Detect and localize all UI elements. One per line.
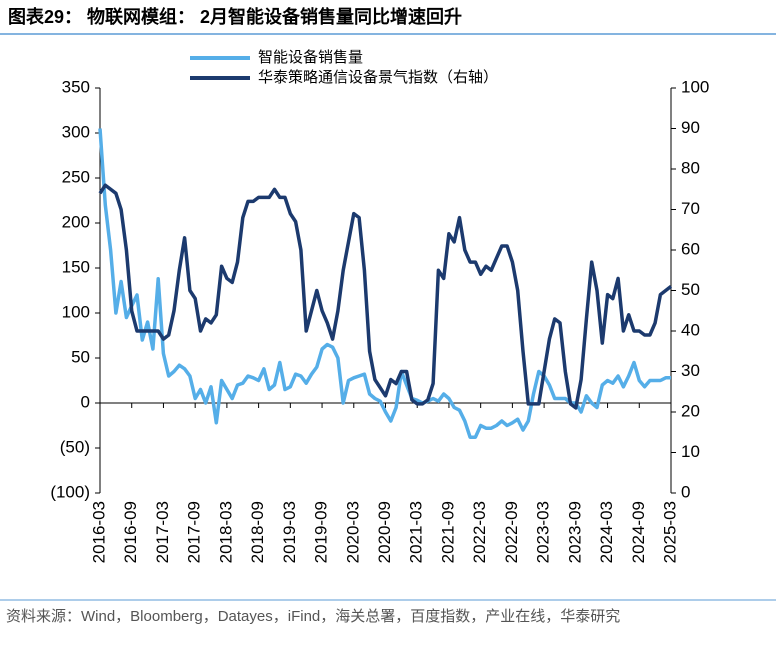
x-tick-label: 2022-09 <box>502 501 521 563</box>
y-tick-label: 100 <box>62 302 90 321</box>
x-tick-label: 2017-09 <box>185 501 204 563</box>
y2-tick-label: 80 <box>681 158 700 177</box>
x-tick-label: 2016-09 <box>121 501 140 563</box>
y2-tick-label: 70 <box>681 199 700 218</box>
x-tick-label: 2019-03 <box>280 501 299 563</box>
x-tick-label: 2023-03 <box>534 501 553 563</box>
x-tick-label: 2025-03 <box>660 501 679 563</box>
y-tick-label: 50 <box>71 347 90 366</box>
x-tick-label: 2019-09 <box>312 501 331 563</box>
y2-tick-label: 20 <box>681 401 700 420</box>
x-tick-label: 2021-09 <box>438 501 457 563</box>
y-tick-label: (50) <box>60 437 90 456</box>
y2-tick-label: 30 <box>681 361 700 380</box>
y-tick-label: 350 <box>62 77 90 96</box>
y-tick-label: 0 <box>81 392 90 411</box>
series-line <box>98 183 673 410</box>
chart-title: 图表29： 物联网模组： 2月智能设备销售量同比增速回升 <box>8 6 462 27</box>
y2-tick-label: 60 <box>681 239 700 258</box>
y-tick-label: (100) <box>50 482 90 501</box>
x-tick-label: 2020-09 <box>375 501 394 563</box>
legend-label: 华泰策略通信设备景气指数（右轴） <box>258 69 498 86</box>
x-tick-label: 2020-03 <box>343 501 362 563</box>
y2-tick-label: 10 <box>681 442 700 461</box>
y2-tick-label: 90 <box>681 118 700 137</box>
legend-label: 智能设备销售量 <box>258 48 363 66</box>
y-tick-label: 300 <box>62 122 90 141</box>
y2-tick-label: 50 <box>681 280 700 299</box>
x-tick-label: 2016-03 <box>89 501 108 563</box>
y-tick-label: 150 <box>62 257 90 276</box>
y-tick-label: 250 <box>62 167 90 186</box>
x-tick-label: 2021-03 <box>407 501 426 563</box>
y2-tick-label: 40 <box>681 320 700 339</box>
source: 资料来源：Wind，Bloomberg，Datayes，iFind，海关总署，百… <box>6 608 621 625</box>
x-tick-label: 2017-03 <box>153 501 172 563</box>
x-tick-label: 2023-09 <box>565 501 584 563</box>
x-tick-label: 2024-03 <box>597 501 616 563</box>
x-tick-label: 2018-09 <box>248 501 267 563</box>
y2-tick-label: 100 <box>681 77 709 96</box>
y2-tick-label: 0 <box>681 482 690 501</box>
x-tick-label: 2024-09 <box>629 501 648 563</box>
y-tick-label: 200 <box>62 212 90 231</box>
x-tick-label: 2022-03 <box>470 501 489 563</box>
x-tick-label: 2018-03 <box>216 501 235 563</box>
source-box: 资料来源：Wind，Bloomberg，Datayes，iFind，海关总署，百… <box>6 608 621 625</box>
